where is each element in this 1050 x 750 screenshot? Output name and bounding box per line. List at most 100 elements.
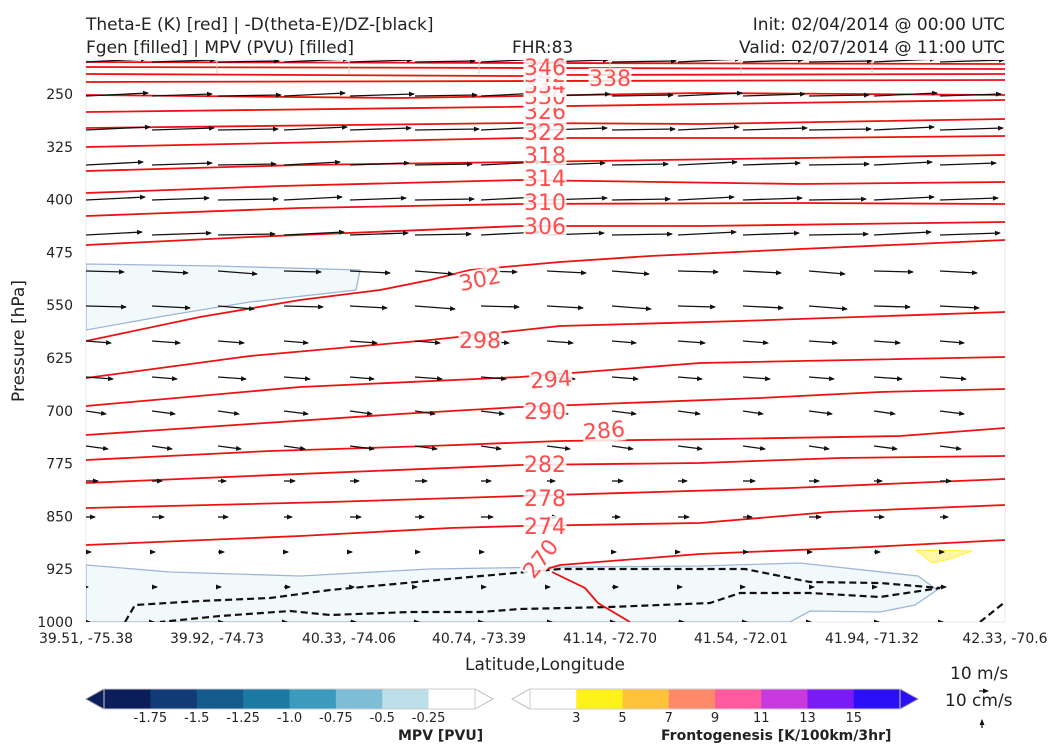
wind-arrow [217,60,280,64]
wind-arrow [283,159,341,166]
contour-label: 318 [524,144,566,169]
frontogenesis-filled-contours [914,549,973,564]
theta-e-contour [86,356,1005,407]
wind-arrow [349,305,388,311]
contour-label: 346 [524,56,566,81]
mpv-colorbar-segment [150,689,198,709]
wind-arrow [677,410,701,416]
wind-arrow [151,60,216,63]
fgen-colorbar-tick: 7 [665,711,673,726]
mpv-colorbar-segment [196,689,244,709]
wind-arrow [939,305,980,311]
theta-e-contour [86,455,1005,484]
contour-label: 322 [524,121,566,146]
wind-arrow [217,305,255,312]
wind-arrow [546,340,574,346]
wind-arrow [86,60,147,63]
y-tick-label: 400 [46,193,73,209]
wind-arrow [939,340,965,346]
y-tick-label: 550 [46,298,73,314]
chart-title-line2: Fgen [filled] | MPV (PVU) [filled] [86,38,355,58]
wind-arrow [611,60,677,64]
wind-arrow [86,90,149,97]
fgen-colorbar-extend-high [899,688,920,710]
wind-arrow [151,445,173,451]
wind-arrow [742,91,806,97]
wind-arrow [349,410,373,416]
wind-arrow [611,126,676,132]
theta-e-contour [539,539,1005,572]
contour-label-halo [523,145,567,167]
wind-arrow [611,305,652,312]
wind-arrow [151,340,181,346]
wind-arrow [677,269,719,275]
wind-arrow [808,376,835,382]
wind-arrow [217,270,258,277]
fgen-colorbar-segment [668,689,716,709]
theta-e-contour [86,202,1005,217]
wind-arrow [151,305,191,311]
wind-arrow [939,91,1002,97]
wind-arrow [808,445,830,451]
fgen-colorbar-frame [529,688,901,710]
theta-e-contour-270 [551,571,631,622]
wind-arrow [808,305,848,312]
horizontal-wind-scale-label: 10 m/s [950,664,1009,684]
x-tick-label: 40.33, -74.06 [302,631,396,647]
wind-scale-arrows [979,688,989,728]
contour-label-halo [519,535,563,583]
y-tick-label: 475 [46,245,73,261]
wind-arrow [151,376,178,382]
wind-arrow [611,161,669,167]
wind-arrow [742,445,766,451]
wind-arrow [939,445,962,451]
y-axis-ticks: 250 325 400 475 550 625 700 775 850 925 1000 [37,87,73,631]
valid-time: Valid: 02/07/2014 @ 11:00 UTC [739,38,1005,58]
wind-arrow [611,270,650,277]
wind-arrow [86,445,109,451]
wind-arrow [939,125,1004,131]
mpv-colorbar-segment [104,689,151,709]
wind-arrow [349,230,409,236]
wind-arrow [217,445,242,451]
fgen-colorbar-segment [807,689,855,709]
contour-label-halo [523,454,567,476]
mpv-colorbar-tick: -1.0 [277,711,302,726]
y-tick-label: 775 [46,457,73,473]
mpv-colorbar-segment [289,689,337,709]
wind-arrow [611,340,637,346]
theta-e-contour [86,221,1005,246]
wind-arrow [611,92,674,98]
contour-label-halo [588,68,632,90]
theta-e-contour [86,388,1005,436]
x-tick-label: 41.14, -72.70 [563,631,657,647]
wind-arrow [873,90,938,97]
wind-arrow [873,269,914,275]
y-tick-label: 850 [46,509,73,525]
wind-arrow [808,196,867,202]
theta-e-contour [86,99,1005,113]
wind-arrow [939,195,999,201]
x-tick-label: 41.54, -72.01 [694,631,788,647]
vertical-wind-scale-label: 10 cm/s [945,691,1013,711]
wind-arrow [414,92,478,98]
theta-e-contour [86,179,1005,194]
wind-arrow [349,195,407,201]
wind-arrow [217,376,247,382]
fgen-colorbar-tick: 5 [618,711,626,726]
wind-arrow [86,340,112,346]
mpv-colorbar: -1.75 -1.5 -1.25 -1.0 -0.75 -0.5 -0.25 [84,688,495,726]
fgen-colorbar-segment [761,689,808,709]
mpv-filled-contours [86,263,939,622]
wind-arrow [808,161,870,167]
theta-e-contour [86,154,1005,172]
contour-label-halo [523,401,567,423]
wind-arrow [873,340,901,346]
wind-arrow [939,410,965,416]
wind-arrow [939,270,978,276]
wind-arrow [480,376,507,382]
wind-arrow [873,124,935,131]
wind-arrow [414,196,475,202]
mpv-colorbar-tick: -1.25 [226,711,260,726]
y-tick-label: 625 [46,351,73,367]
